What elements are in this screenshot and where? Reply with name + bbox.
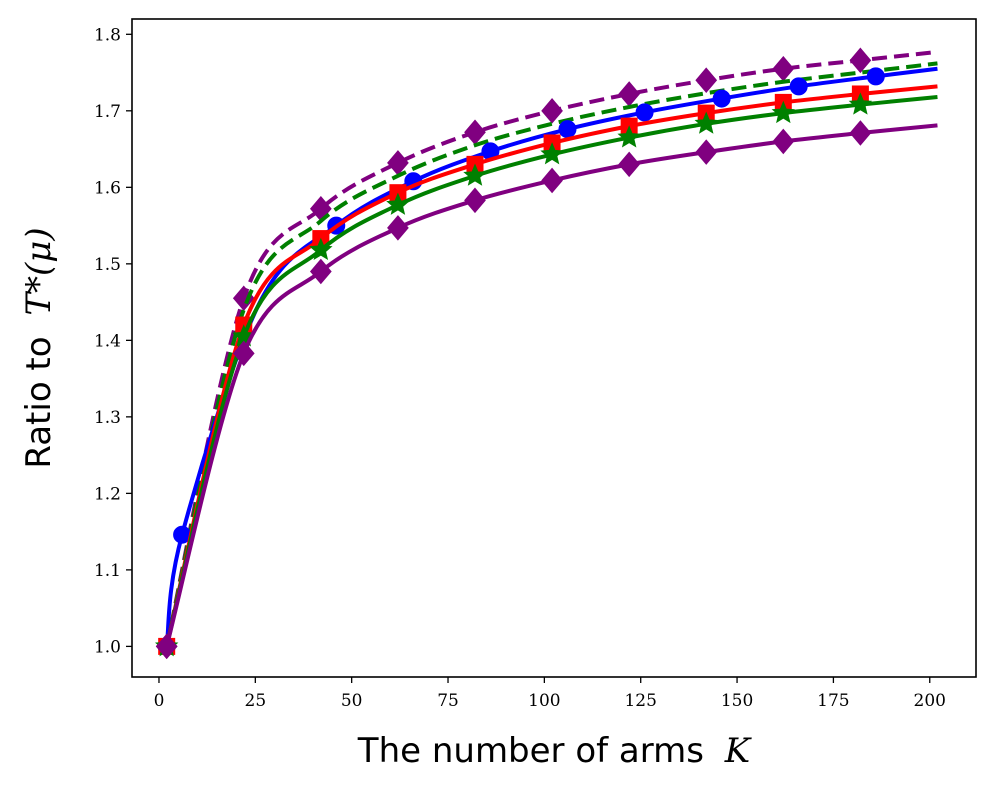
data-point-circle bbox=[558, 120, 577, 139]
data-point-circle bbox=[789, 77, 808, 96]
data-point-diamond bbox=[464, 187, 486, 214]
data-point-circle bbox=[866, 67, 885, 86]
data-point-diamond bbox=[695, 67, 718, 93]
data-point-star bbox=[540, 142, 564, 165]
y-axis-label: Ratio to bbox=[19, 336, 59, 468]
data-point-star bbox=[309, 237, 333, 261]
data-point-diamond bbox=[772, 128, 795, 155]
data-point-star bbox=[386, 192, 410, 215]
data-point-diamond bbox=[541, 98, 563, 124]
y-tick-label: 1.8 bbox=[94, 25, 121, 45]
y-axis-ticks: 1.0 1.1 1.2 1.3 1.4 1.5 1.6 1.7 1.8 bbox=[94, 25, 132, 657]
y-tick-label: 1.2 bbox=[94, 484, 121, 504]
x-tick-label: 150 bbox=[721, 691, 753, 711]
data-point-diamond bbox=[232, 340, 255, 367]
x-tick-label: 25 bbox=[245, 691, 267, 711]
series-1 bbox=[164, 61, 938, 647]
x-tick-label: 0 bbox=[154, 691, 165, 711]
x-tick-label: 175 bbox=[817, 691, 849, 711]
data-point-diamond bbox=[541, 167, 563, 194]
y-axis-math: T*(μ) bbox=[19, 227, 59, 315]
x-axis-label: The number of arms bbox=[357, 731, 704, 771]
x-tick-label: 125 bbox=[624, 691, 656, 711]
series-5 bbox=[155, 120, 938, 660]
data-point-diamond bbox=[695, 139, 718, 165]
y-axis-title: Ratio to T*(μ) bbox=[19, 227, 59, 468]
data-point-star bbox=[617, 125, 641, 148]
y-tick-label: 1.6 bbox=[94, 178, 121, 198]
data-point-diamond bbox=[849, 120, 872, 146]
y-tick-label: 1.0 bbox=[94, 637, 121, 657]
y-tick-label: 1.5 bbox=[94, 255, 121, 275]
y-tick-label: 1.4 bbox=[94, 331, 121, 351]
series-line bbox=[164, 61, 938, 647]
series-layer bbox=[154, 47, 938, 660]
series-0 bbox=[155, 47, 938, 660]
data-point-star bbox=[771, 100, 796, 124]
plot-frame bbox=[131, 18, 977, 678]
x-axis-title: The number of arms K bbox=[357, 731, 753, 771]
data-point-diamond bbox=[309, 258, 332, 285]
x-axis-ticks: 0 25 50 75 100 125 150 175 200 bbox=[154, 677, 946, 711]
y-tick-label: 1.1 bbox=[94, 561, 121, 581]
x-tick-label: 75 bbox=[437, 691, 459, 711]
data-point-diamond bbox=[849, 47, 872, 74]
y-tick-label: 1.3 bbox=[94, 408, 121, 428]
data-point-circle bbox=[712, 89, 731, 108]
x-tick-label: 200 bbox=[914, 691, 946, 711]
data-point-diamond bbox=[387, 215, 409, 241]
x-tick-label: 50 bbox=[341, 691, 363, 711]
data-point-diamond bbox=[155, 633, 178, 660]
data-point-star bbox=[463, 163, 487, 186]
data-point-circle bbox=[635, 103, 654, 122]
x-axis-variable: K bbox=[724, 731, 753, 771]
data-point-star bbox=[694, 111, 718, 134]
data-point-star bbox=[848, 92, 873, 115]
y-tick-label: 1.7 bbox=[94, 102, 121, 122]
data-point-diamond bbox=[618, 151, 641, 178]
x-tick-label: 100 bbox=[528, 691, 560, 711]
